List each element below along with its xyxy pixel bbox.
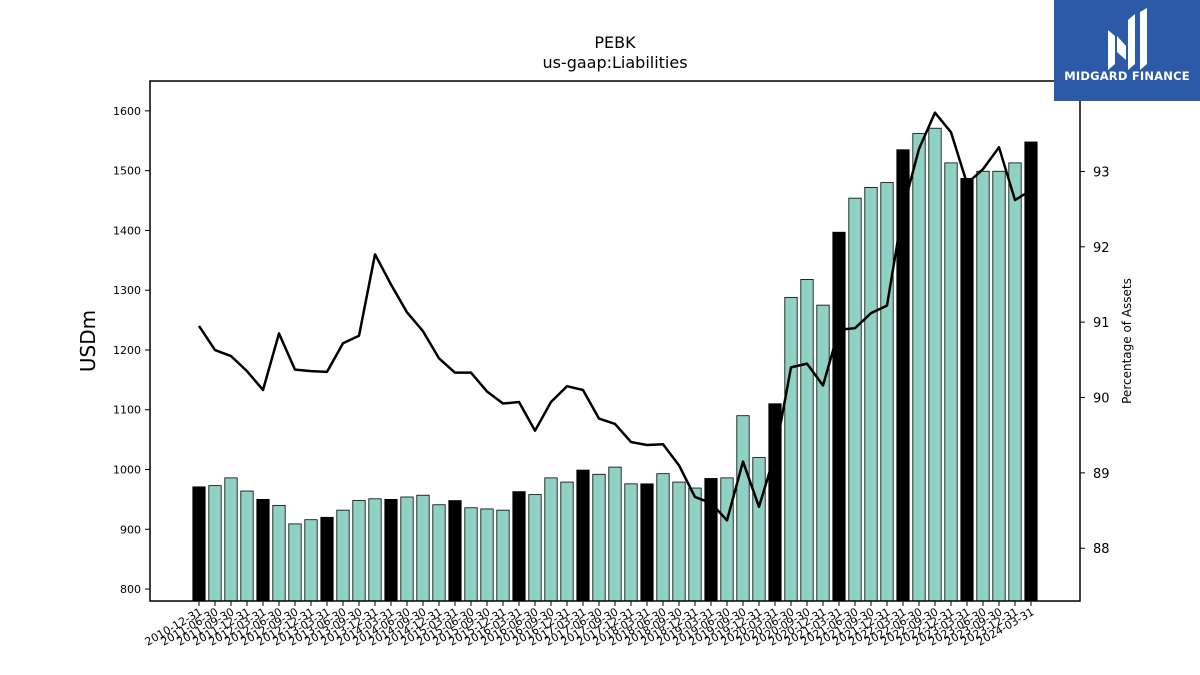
bar [992,170,1006,602]
bar [672,481,686,602]
bar [192,486,206,602]
bar [288,523,302,602]
bar [368,498,382,602]
y-tick-label: 1100 [113,404,141,417]
chart-title: PEBK [594,33,636,52]
bar [912,133,926,602]
bar [752,457,766,602]
bar [320,516,334,602]
y-tick-label: 1200 [113,344,141,357]
bar [976,170,990,602]
y2-tick-label: 92 [1093,241,1110,256]
bar [864,186,878,602]
bar [640,483,654,602]
bar [832,231,846,602]
bar [736,415,750,602]
bar [592,473,606,602]
bar [928,127,942,602]
x-axis-ticks: 2010-12-312011-06-302011-09-302011-12-31… [143,601,1037,649]
logo-text: MIDGARD FINANCE [1064,69,1190,83]
bar [816,304,830,602]
y2-tick-label: 90 [1093,392,1110,407]
plot-frame [149,80,1081,602]
midgard-logo: MIDGARD FINANCE [1054,0,1200,101]
y-tick-label: 1000 [113,464,141,477]
bar [784,296,798,602]
bar [608,466,622,602]
bar [432,504,446,602]
bar [704,478,718,602]
bar [256,498,270,602]
y2-tick-label: 88 [1093,542,1110,557]
bar [304,519,318,602]
bar [496,509,510,602]
y-tick-label: 900 [120,523,141,536]
bar [352,500,366,602]
bar [800,279,814,602]
bar-series [192,127,1038,602]
bar [656,473,670,602]
bar [560,481,574,602]
bar [240,490,254,602]
bar [272,504,286,602]
bar [944,162,958,602]
y-tick-label: 1400 [113,224,141,237]
y2-axis-label: Percentage of Assets [1120,278,1134,404]
bar [464,507,478,602]
bar [544,477,558,602]
bar [848,197,862,602]
y2-tick-label: 91 [1093,316,1110,331]
bar [880,182,894,602]
bar [400,496,414,602]
bar [336,509,350,602]
bar [960,178,974,602]
y-tick-label: 1600 [113,105,141,118]
y-tick-label: 800 [120,583,141,596]
pct-line-series [197,111,1032,522]
bar [624,483,638,602]
y2-tick-label: 93 [1093,165,1110,180]
bar [512,491,526,602]
midgard-logo-icon [1108,8,1147,70]
bar [208,485,222,602]
bar [528,494,542,602]
bar [224,477,238,602]
y2-axis-ticks: 88 89 90 91 92 93 [1080,165,1110,557]
y-axis-label: USDm [76,310,100,372]
bar [1008,162,1022,602]
bar [448,500,462,602]
bar [480,508,494,602]
y2-tick-label: 89 [1093,467,1110,482]
pct-of-assets-line [197,111,1032,522]
bar [384,498,398,602]
bar [720,477,734,602]
bar [576,469,590,602]
chart-subtitle: us-gaap:Liabilities [542,53,687,72]
y-tick-label: 1300 [113,284,141,297]
y-tick-label: 1500 [113,165,141,178]
bar [1024,141,1038,602]
bar [416,494,430,602]
bar [688,487,702,602]
bar [896,149,910,602]
y-axis-ticks: 800 900 1000 1100 1200 1300 1400 1500 1600 [113,105,150,596]
